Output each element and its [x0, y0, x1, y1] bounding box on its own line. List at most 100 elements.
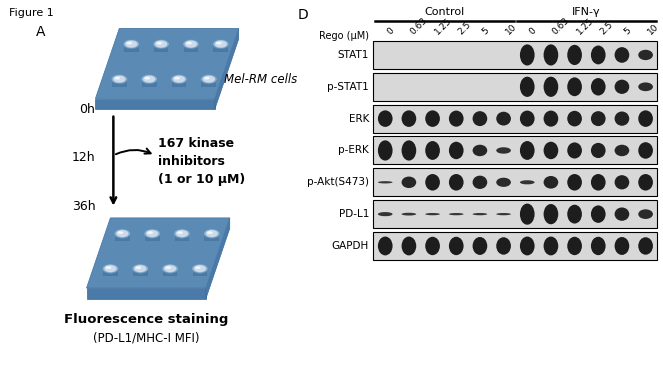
Text: 36h: 36h [72, 200, 95, 213]
Polygon shape [184, 44, 198, 52]
Ellipse shape [544, 176, 558, 189]
Ellipse shape [185, 41, 197, 48]
Polygon shape [213, 44, 228, 52]
Ellipse shape [186, 42, 192, 44]
Ellipse shape [544, 77, 558, 97]
Ellipse shape [117, 231, 123, 234]
Ellipse shape [113, 75, 125, 83]
Ellipse shape [425, 110, 440, 127]
Polygon shape [145, 233, 160, 241]
Polygon shape [215, 28, 239, 109]
Text: 5: 5 [622, 25, 633, 36]
Ellipse shape [568, 111, 582, 127]
Text: 2.5: 2.5 [456, 20, 473, 36]
Ellipse shape [591, 78, 605, 96]
Ellipse shape [402, 177, 416, 188]
Polygon shape [115, 233, 130, 241]
Bar [373, 200, 658, 228]
Text: p-STAT1: p-STAT1 [328, 82, 369, 92]
Ellipse shape [153, 39, 169, 49]
Ellipse shape [123, 39, 139, 49]
Polygon shape [95, 99, 215, 109]
Polygon shape [133, 269, 148, 276]
Text: Figure 1: Figure 1 [9, 8, 54, 18]
Text: 1.25: 1.25 [432, 16, 453, 36]
Ellipse shape [425, 237, 440, 255]
Ellipse shape [591, 143, 605, 158]
Ellipse shape [156, 42, 162, 44]
Ellipse shape [638, 82, 653, 91]
Ellipse shape [174, 77, 180, 80]
Ellipse shape [544, 44, 558, 66]
Ellipse shape [127, 42, 132, 44]
Ellipse shape [135, 266, 141, 269]
Ellipse shape [215, 41, 227, 48]
Ellipse shape [473, 213, 487, 215]
Ellipse shape [164, 265, 176, 272]
Ellipse shape [378, 181, 392, 183]
Ellipse shape [591, 174, 605, 191]
Ellipse shape [183, 39, 199, 49]
Ellipse shape [496, 147, 511, 153]
Bar [373, 73, 658, 101]
Text: A: A [36, 25, 45, 39]
Text: Control: Control [424, 7, 465, 17]
Ellipse shape [425, 174, 440, 191]
Ellipse shape [132, 264, 149, 273]
Polygon shape [124, 44, 139, 52]
Ellipse shape [115, 77, 120, 80]
Ellipse shape [147, 231, 153, 234]
Ellipse shape [544, 236, 558, 255]
Ellipse shape [102, 264, 119, 273]
Ellipse shape [496, 237, 511, 255]
Ellipse shape [449, 237, 463, 255]
Ellipse shape [204, 229, 220, 238]
Ellipse shape [591, 237, 605, 255]
Text: 5: 5 [480, 25, 491, 36]
Bar [373, 105, 658, 133]
Text: 167 kinase
inhibitors
(1 or 10 μM): 167 kinase inhibitors (1 or 10 μM) [158, 136, 245, 186]
Text: 10: 10 [504, 22, 518, 36]
Polygon shape [172, 79, 186, 87]
Ellipse shape [638, 209, 653, 219]
Ellipse shape [638, 110, 653, 127]
Text: D: D [297, 8, 308, 22]
Ellipse shape [568, 45, 582, 65]
Ellipse shape [568, 174, 582, 191]
Polygon shape [142, 79, 156, 87]
Polygon shape [87, 288, 206, 299]
Ellipse shape [378, 236, 392, 255]
Text: 1.25: 1.25 [575, 16, 595, 36]
Bar [373, 232, 658, 260]
Text: ERK: ERK [349, 114, 369, 124]
Text: Mel-RM cells: Mel-RM cells [224, 73, 297, 86]
Ellipse shape [146, 230, 158, 237]
Ellipse shape [473, 237, 487, 255]
Ellipse shape [105, 266, 111, 269]
Ellipse shape [496, 213, 511, 215]
Ellipse shape [638, 174, 653, 191]
Ellipse shape [568, 143, 582, 158]
Polygon shape [202, 79, 216, 87]
Ellipse shape [544, 111, 558, 127]
Text: 0: 0 [527, 25, 538, 36]
Ellipse shape [162, 264, 178, 273]
Polygon shape [174, 233, 190, 241]
Ellipse shape [402, 236, 416, 255]
Ellipse shape [195, 266, 201, 269]
Ellipse shape [201, 74, 217, 84]
Text: 0h: 0h [80, 103, 95, 116]
Ellipse shape [520, 204, 534, 225]
Bar [373, 168, 658, 196]
Ellipse shape [425, 213, 440, 215]
Ellipse shape [520, 236, 534, 255]
Ellipse shape [116, 230, 129, 237]
Text: IFN-γ: IFN-γ [572, 7, 601, 17]
Ellipse shape [143, 75, 155, 83]
Ellipse shape [615, 47, 629, 63]
Ellipse shape [165, 266, 171, 269]
Polygon shape [162, 269, 178, 276]
Ellipse shape [194, 265, 206, 272]
Ellipse shape [591, 205, 605, 223]
Text: 0.63: 0.63 [551, 16, 572, 36]
